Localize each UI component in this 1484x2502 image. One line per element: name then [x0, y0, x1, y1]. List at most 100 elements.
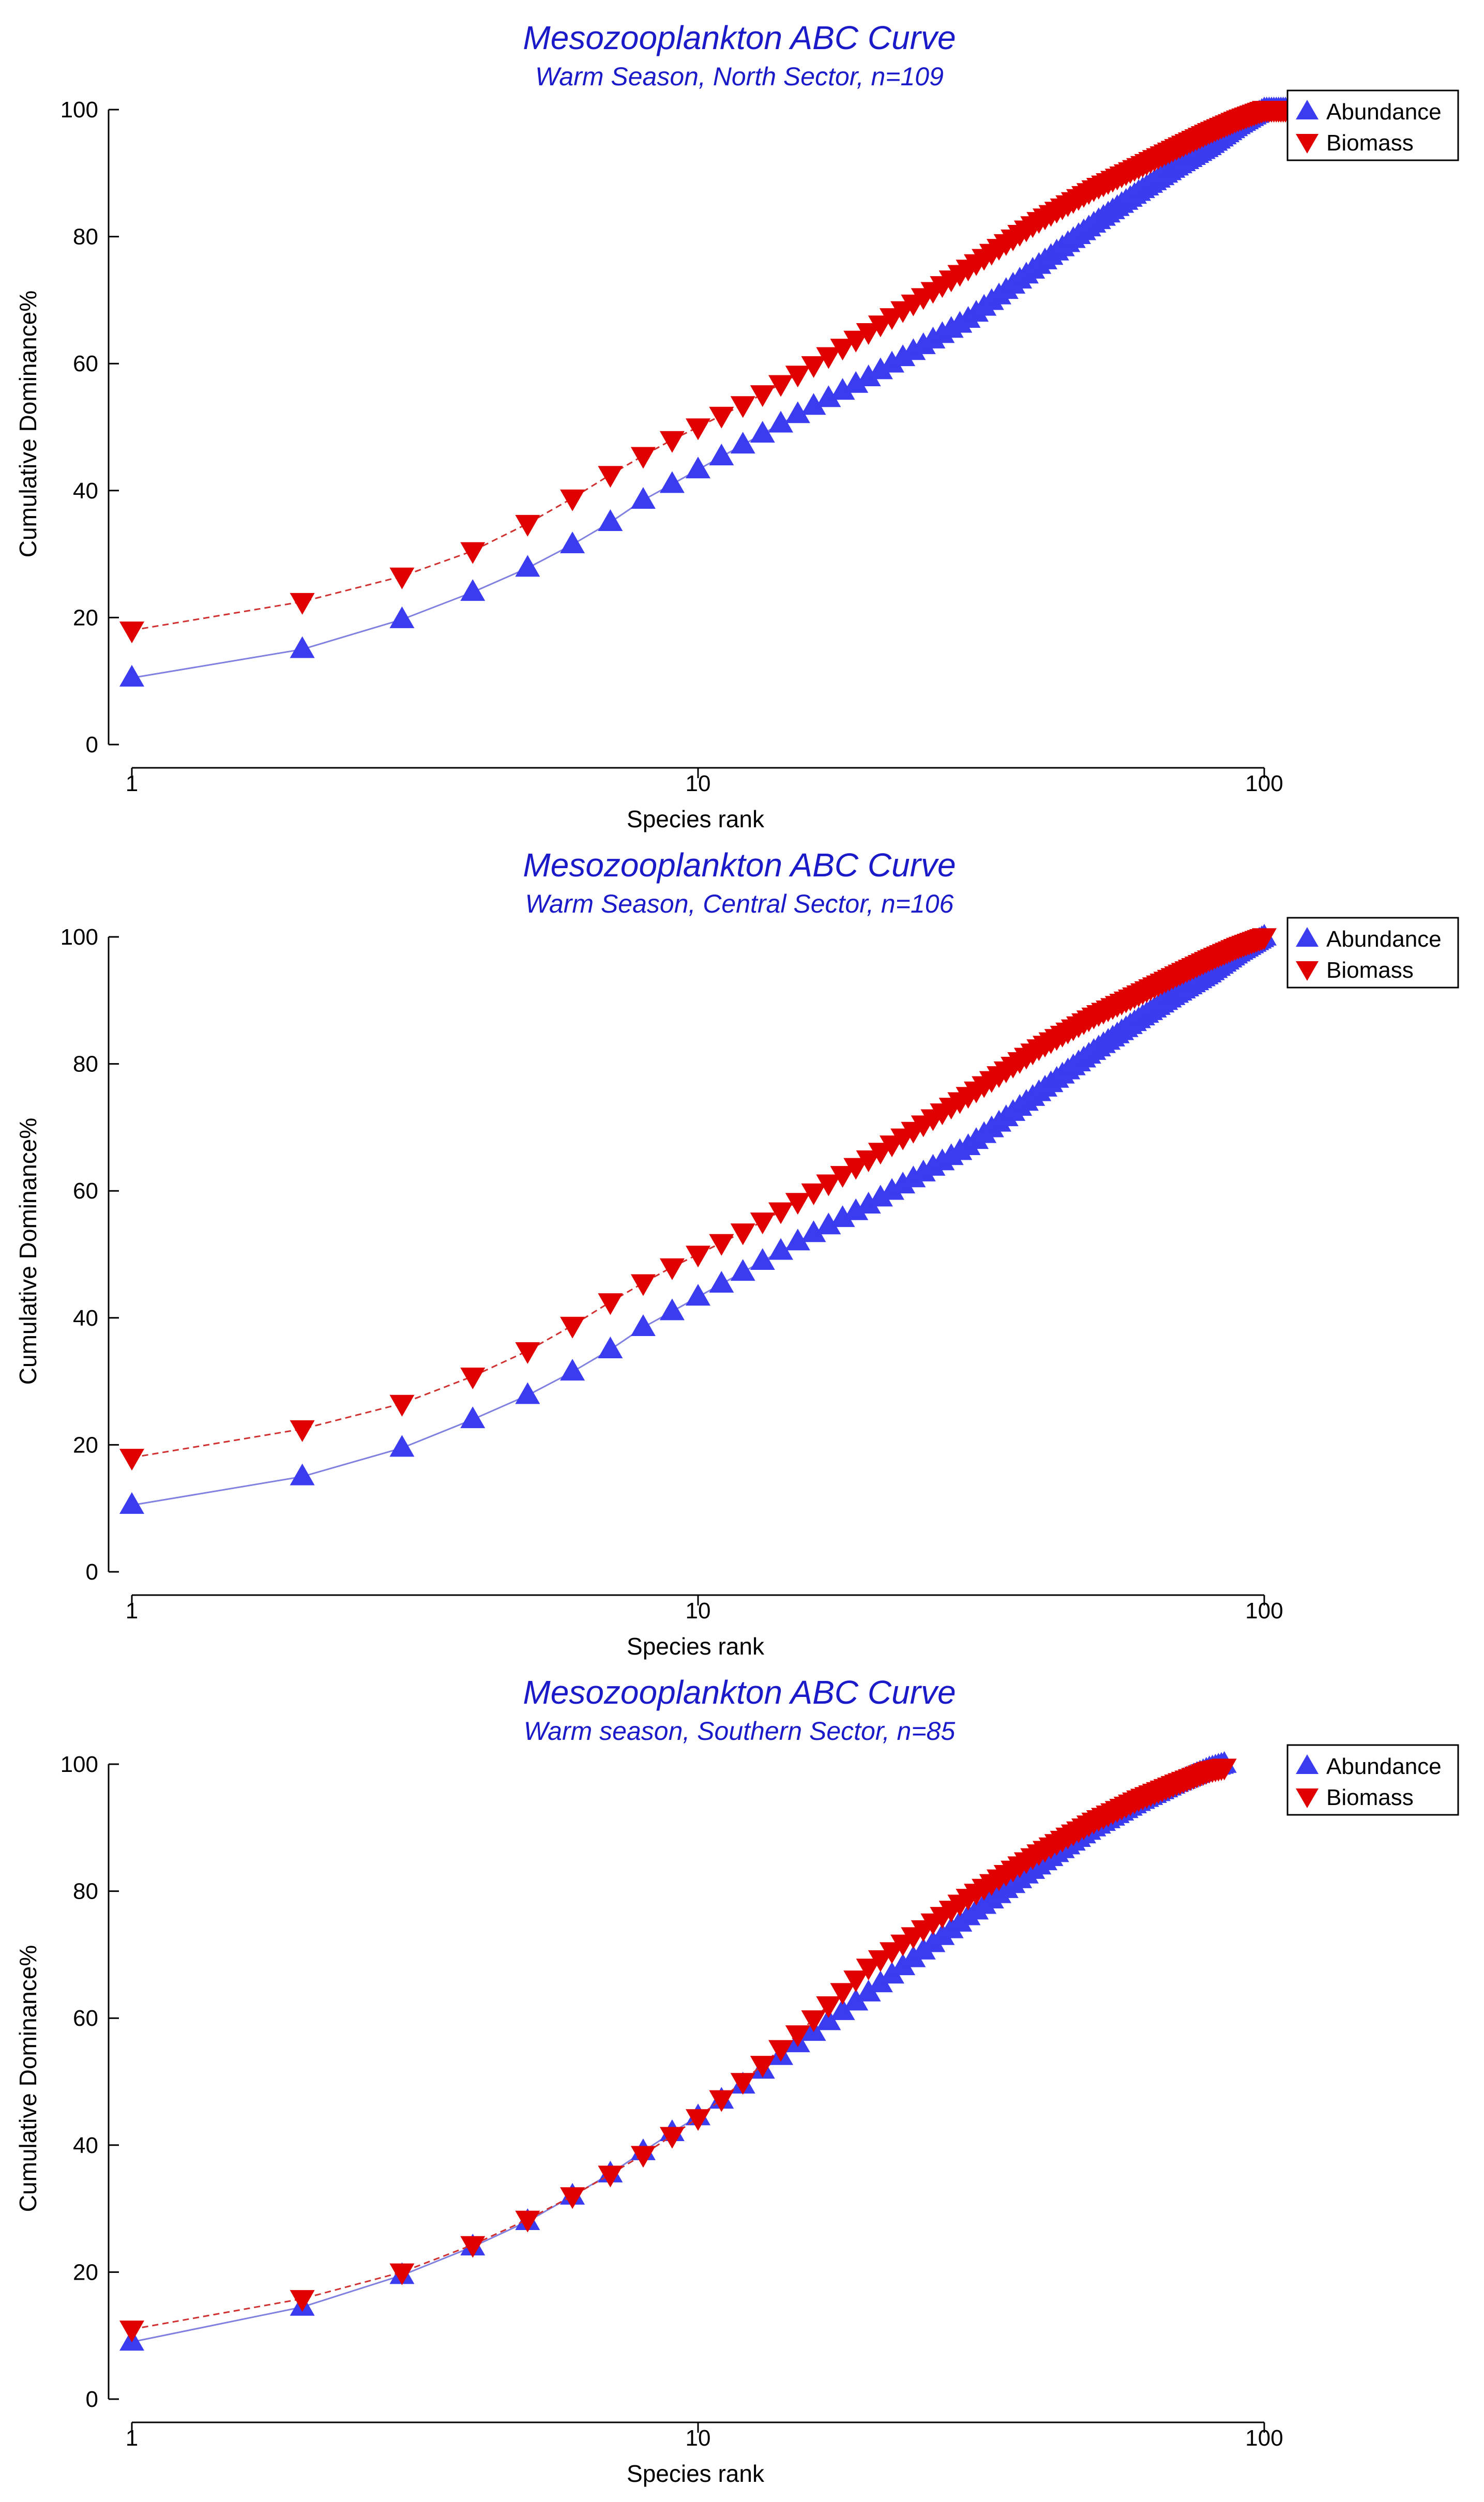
x-axis-label: Species rank: [627, 806, 765, 832]
data-point-abundance: [709, 444, 734, 466]
data-point-biomass: [730, 2073, 755, 2095]
data-point-biomass: [460, 542, 486, 564]
data-point-abundance: [515, 555, 540, 577]
data-point-biomass: [785, 2025, 810, 2048]
series-biomass: [119, 928, 1277, 1471]
data-point-abundance: [460, 1406, 486, 1429]
y-tick-label: 60: [73, 2006, 98, 2031]
data-point-biomass: [768, 2040, 794, 2062]
data-point-abundance: [890, 344, 916, 367]
x-tick-label: 1: [126, 1598, 138, 1624]
data-point-biomass: [515, 514, 540, 537]
x-tick-label: 100: [1245, 771, 1283, 796]
data-point-abundance: [856, 1192, 881, 1214]
chart-title: Mesozooplankton ABC Curve: [523, 846, 956, 884]
data-point-abundance: [389, 606, 415, 628]
x-tick-label: 10: [686, 2425, 711, 2451]
data-point-biomass: [1252, 928, 1277, 950]
chart-panel-1: Mesozooplankton ABC Curve Warm Season, No…: [14, 19, 1459, 832]
series-biomass: [119, 101, 1298, 644]
data-point-biomass: [801, 356, 826, 378]
data-point-biomass: [659, 431, 685, 453]
legend-marker-biomass: [1296, 134, 1319, 154]
data-point-biomass: [816, 1996, 841, 2019]
data-point-biomass: [460, 2236, 486, 2258]
data-point-biomass: [560, 489, 585, 511]
x-tick-label: 10: [686, 771, 711, 796]
data-point-abundance: [830, 1998, 855, 2020]
legend-label-biomass: Biomass: [1326, 1785, 1414, 1810]
legend-marker-abundance: [1296, 100, 1319, 119]
data-point-biomass: [856, 1150, 881, 1172]
y-tick-label: 0: [86, 732, 98, 757]
data-point-abundance: [911, 1159, 936, 1181]
legend: Abundance Biomass: [1286, 1744, 1459, 1816]
legend: Abundance Biomass: [1286, 917, 1459, 989]
data-point-biomass: [750, 2056, 775, 2078]
data-point-abundance: [515, 1382, 540, 1404]
chart-title: Mesozooplankton ABC Curve: [523, 1674, 956, 1711]
data-point-biomass: [709, 2090, 734, 2112]
data-point-abundance: [730, 1259, 755, 1281]
data-point-abundance: [816, 1212, 841, 1235]
data-point-biomass: [730, 1223, 755, 1246]
data-point-abundance: [598, 509, 623, 531]
data-point-biomass: [816, 1174, 841, 1196]
data-point-biomass: [830, 339, 855, 361]
x-tick-label: 100: [1245, 1598, 1283, 1624]
y-tick-label: 0: [86, 2387, 98, 2412]
y-tick-label: 100: [60, 97, 98, 123]
legend-label-abundance: Abundance: [1326, 1754, 1442, 1779]
data-point-abundance: [868, 357, 893, 380]
data-point-biomass: [659, 2127, 685, 2149]
x-axis-label: Species rank: [627, 1633, 765, 1660]
x-tick-label: 100: [1245, 2425, 1283, 2451]
data-point-abundance: [119, 1492, 144, 1514]
legend-box: [1286, 917, 1459, 989]
data-point-biomass: [119, 1449, 144, 1471]
data-point-biomass: [686, 1246, 710, 1268]
data-point-abundance: [119, 664, 144, 687]
data-point-biomass: [730, 396, 755, 418]
y-tick-label: 40: [73, 478, 98, 504]
data-point-abundance: [785, 401, 810, 423]
series-line-abundance: [131, 109, 1285, 679]
data-point-abundance: [768, 411, 794, 433]
data-point-abundance: [630, 1314, 656, 1337]
data-point-abundance: [750, 1248, 775, 1270]
data-point-abundance: [816, 2008, 841, 2030]
legend-box: [1286, 1744, 1459, 1816]
data-point-abundance: [830, 378, 855, 400]
legend-label-biomass: Biomass: [1326, 130, 1414, 156]
y-tick-label: 60: [73, 351, 98, 376]
x-tick-label: 10: [686, 1598, 711, 1624]
y-tick-label: 80: [73, 224, 98, 250]
chart-panel-3: Mesozooplankton ABC Curve Warm season, So…: [14, 1674, 1459, 2487]
data-point-abundance: [890, 1172, 916, 1194]
y-tick-label: 100: [60, 924, 98, 950]
data-point-biomass: [868, 1143, 893, 1165]
data-point-biomass: [686, 418, 710, 441]
data-point-abundance: [389, 1435, 415, 1457]
data-point-biomass: [389, 567, 415, 589]
data-point-abundance: [879, 351, 904, 373]
data-point-biomass: [290, 593, 315, 615]
data-point-abundance: [816, 385, 841, 407]
data-point-biomass: [768, 375, 794, 397]
chart-panel-2: Mesozooplankton ABC Curve Warm Season, Ce…: [14, 846, 1459, 1660]
data-point-abundance: [856, 1979, 881, 2001]
y-axis-label: Cumulative Dominance%: [14, 1118, 41, 1385]
y-tick-label: 20: [73, 1432, 98, 1458]
data-point-abundance: [901, 1165, 926, 1188]
data-point-biomass: [389, 1394, 415, 1417]
legend-marker-abundance: [1296, 1754, 1319, 1774]
legend-marker-abundance: [1296, 927, 1319, 947]
legend-marker-biomass: [1296, 1788, 1319, 1808]
data-point-biomass: [843, 330, 869, 353]
data-point-abundance: [460, 579, 486, 601]
data-point-abundance: [560, 1358, 585, 1381]
x-tick-label: 1: [126, 2425, 138, 2451]
data-point-biomass: [709, 406, 734, 429]
data-point-biomass: [290, 2290, 315, 2312]
y-tick-label: 80: [73, 1052, 98, 1077]
